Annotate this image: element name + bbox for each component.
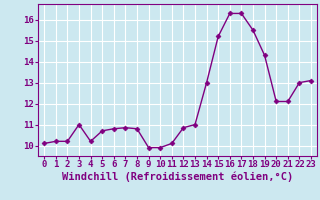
X-axis label: Windchill (Refroidissement éolien,°C): Windchill (Refroidissement éolien,°C) <box>62 172 293 182</box>
